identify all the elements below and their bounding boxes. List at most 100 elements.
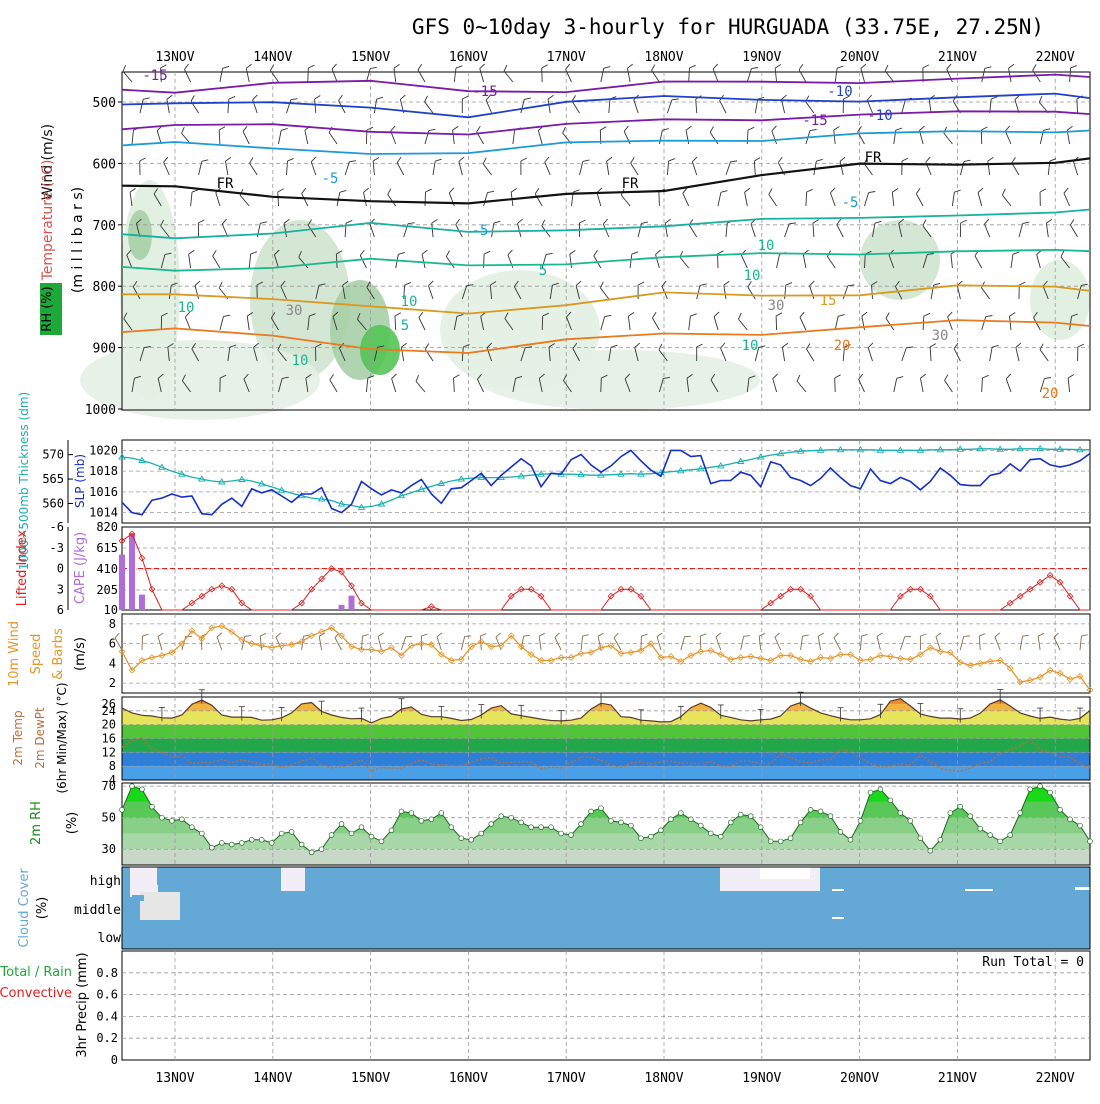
rh2m-marker	[718, 834, 723, 839]
rh2m-marker	[938, 837, 943, 842]
rh2m-marker	[120, 807, 125, 812]
rh2m-marker	[778, 839, 783, 844]
rh2m-marker	[339, 822, 344, 827]
bottom-date-label: 13NOV	[155, 1071, 194, 1086]
rh2m-marker	[619, 820, 624, 825]
cape-bar	[339, 605, 345, 610]
li-tick-label: 0	[57, 562, 64, 576]
wind10m-ylabel: Speed	[29, 634, 44, 675]
rh2m-marker	[509, 815, 514, 820]
rh2m-marker	[549, 825, 554, 830]
bottom-date-label: 18NOV	[644, 1071, 683, 1086]
contour-label: 10	[401, 294, 418, 310]
cloud-unit: (%)	[35, 897, 50, 920]
rh2m-marker	[728, 820, 733, 825]
rh2m-marker	[369, 834, 374, 839]
precip-ylabel: 3hr Precip (mm)	[75, 952, 90, 1057]
rh2m-marker	[319, 847, 324, 852]
rh2m-marker	[688, 817, 693, 822]
rh2m-marker	[1088, 839, 1093, 844]
temp-band	[122, 766, 1090, 780]
top-date-label: 14NOV	[253, 50, 292, 65]
rh2m-marker	[479, 831, 484, 836]
bottom-date-label: 19NOV	[742, 1071, 781, 1086]
rh-shading	[80, 340, 320, 420]
rh2m-marker	[639, 836, 644, 841]
rh2m-marker	[649, 834, 654, 839]
contour-label: -5	[472, 223, 489, 239]
rh2m-marker	[878, 787, 883, 792]
wind10m-ylabel: & Barbs	[51, 628, 66, 680]
rh2m-marker	[1048, 790, 1053, 795]
rh2m-marker	[519, 820, 524, 825]
rh2m-marker	[668, 817, 673, 822]
rh2m-marker	[758, 825, 763, 830]
bottom-date-label: 20NOV	[840, 1071, 879, 1086]
bottom-date-label: 15NOV	[351, 1071, 390, 1086]
cloud-clear-patch	[965, 889, 993, 891]
cloud-fill	[122, 867, 1090, 949]
rh2m-marker	[529, 825, 534, 830]
cape-bar	[349, 596, 355, 610]
upper-air-tick-label: 800	[93, 280, 116, 295]
rh2m-marker	[968, 814, 973, 819]
rh2m-marker	[179, 817, 184, 822]
rh2m-marker	[349, 831, 354, 836]
rh2m-marker	[469, 837, 474, 842]
upper-air-tick-label: 700	[93, 219, 116, 234]
rh2m-unit: (%)	[65, 812, 80, 835]
contour-label: 5	[539, 263, 547, 279]
rh2m-marker	[1038, 784, 1043, 789]
rh2m-tick-label: 30	[102, 842, 116, 856]
rh2m-marker	[409, 811, 414, 816]
temperature-ylabel: Temperature (°C)	[40, 160, 56, 282]
top-date-label: 22NOV	[1036, 50, 1075, 65]
contour-label: 20	[1042, 386, 1059, 402]
contour-label: 10	[178, 300, 195, 316]
rh2m-marker	[589, 809, 594, 814]
rh2m-marker	[828, 814, 833, 819]
rh2m-marker	[209, 845, 214, 850]
rh2m-marker	[948, 811, 953, 816]
top-date-label: 17NOV	[547, 50, 586, 65]
rh2m-marker	[698, 823, 703, 828]
slp-tick-label: 1014	[89, 506, 118, 520]
rh2m-marker	[199, 831, 204, 836]
contour-label: -5	[842, 195, 859, 211]
rh2m-marker	[189, 825, 194, 830]
temp2m-tick-label: 26	[102, 697, 116, 711]
bottom-date-label: 16NOV	[449, 1071, 488, 1086]
rh2m-marker	[928, 848, 933, 853]
rh2m-marker	[958, 804, 963, 809]
contour-label: 30	[768, 298, 785, 314]
contour-label: 10	[758, 238, 775, 254]
contour-label: -15	[142, 68, 167, 84]
cape-tick-label: 205	[96, 583, 118, 597]
wind10m-tick-label: 2	[109, 676, 116, 690]
cloud-clear-patch	[281, 867, 305, 891]
rh-ylabel: RH (%)	[40, 286, 55, 331]
rh2m-marker	[579, 822, 584, 827]
rh2m-tick-label: 50	[102, 811, 116, 825]
temp-band	[122, 752, 1090, 766]
temp2m-tick-label: 20	[102, 718, 116, 732]
li-tick-label: 6	[57, 603, 64, 617]
rh2m-marker	[599, 806, 604, 811]
chart-title: GFS 0~10day 3-hourly for HURGUADA (33.75…	[412, 15, 1044, 39]
rh2m-marker	[738, 812, 743, 817]
rh2m-marker	[429, 817, 434, 822]
rh2m-marker	[918, 836, 923, 841]
contour-label: 10	[744, 268, 761, 284]
rh2m-tick-label: 70	[102, 779, 116, 793]
cloud-patch	[157, 867, 167, 885]
rh2m-marker	[499, 814, 504, 819]
rh2m-marker	[1028, 787, 1033, 792]
cloud-ylabel: Cloud Cover	[17, 868, 32, 948]
cloud-clear-patch	[832, 889, 844, 891]
rh2m-marker	[1068, 817, 1073, 822]
rh2m-marker	[419, 818, 424, 823]
rh2m-marker	[229, 842, 234, 847]
temp2m-tick-label: 12	[102, 745, 116, 759]
upper-air-tick-label: 1000	[85, 403, 116, 418]
